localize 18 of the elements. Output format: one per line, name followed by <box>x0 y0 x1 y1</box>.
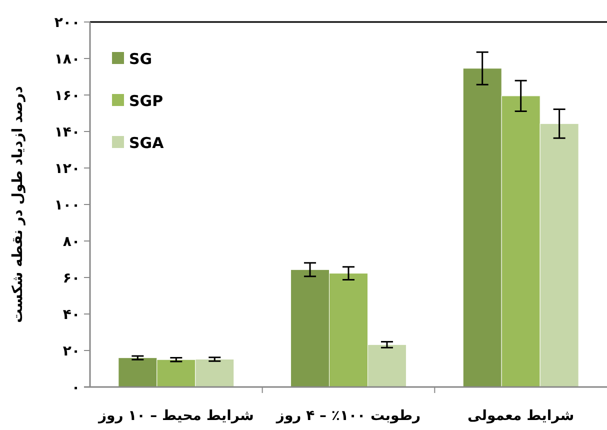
y-tick-label: ۱۸۰ <box>54 52 80 68</box>
y-tick-label: ۸۰ <box>62 234 80 250</box>
x-tick-label: رطوبت ۱۰۰٪ – ۴ روز <box>275 408 421 424</box>
y-tick-label: ۱۶۰ <box>54 88 80 104</box>
x-tick-label: شرایط معمولی <box>468 408 574 424</box>
y-tick-label: ۴۰ <box>62 307 80 323</box>
y-tick-label: ۱۲۰ <box>54 161 80 177</box>
y-tick-label: ۲۰۰ <box>54 15 80 31</box>
y-tick-label: ۶۰ <box>62 270 80 286</box>
y-tick-label: ۱۰۰ <box>54 198 80 214</box>
x-tick-label: شرایط محیط – ۱۰ روز <box>97 408 254 424</box>
legend-label: SGP <box>129 92 164 110</box>
legend-label: SGA <box>129 134 164 152</box>
legend-label: SG <box>129 50 152 68</box>
y-axis-title: درصد ازدیاد طول در نقطه شکست <box>10 86 26 323</box>
y-tick-label: ۰ <box>71 380 80 396</box>
y-tick-label: ۲۰ <box>62 344 80 360</box>
y-tick-label: ۱۴۰ <box>54 124 80 140</box>
